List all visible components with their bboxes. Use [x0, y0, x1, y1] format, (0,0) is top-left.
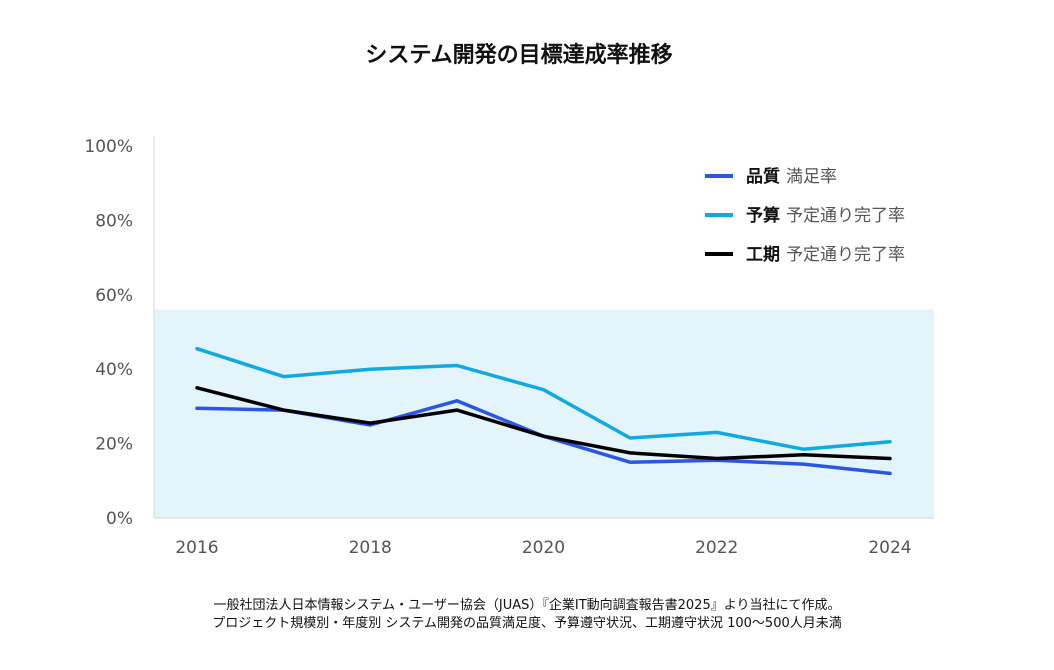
x-tick-label: 2018 — [349, 538, 392, 558]
x-tick-label: 2024 — [868, 538, 911, 558]
source-line-1: 一般社団法人日本情報システム・ユーザー協会（JUAS）『企業IT動向調査報告書2… — [213, 598, 841, 613]
x-tick-label: 2020 — [522, 538, 565, 558]
legend-label: 品質 満足率 — [746, 166, 837, 187]
y-tick-labels: 0% 20% 40% 60% 80% 100% — [84, 137, 133, 529]
y-tick-label: 20% — [95, 435, 133, 455]
chart-title: システム開発の目標達成率推移 — [365, 42, 672, 68]
y-tick-label: 0% — [106, 509, 133, 529]
x-tick-labels: 2016 2018 2020 2022 2024 — [175, 538, 911, 558]
line-chart: システム開発の目標達成率推移 0%20%40%60%80%100% 2016 20… — [84, 42, 934, 558]
y-tick-label: 100% — [84, 137, 133, 157]
shaded-band — [154, 309, 934, 518]
y-tick-label: 60% — [95, 286, 133, 306]
x-tick-label: 2022 — [695, 538, 738, 558]
series-lines — [195, 346, 892, 476]
legend-label: 工期 予定通り完了率 — [746, 245, 905, 265]
x-tick-label: 2016 — [175, 538, 218, 558]
series-line — [195, 346, 892, 451]
source-line-2: プロジェクト規模別・年度別 システム開発の品質満足度、予算遵守状況、工期遵守状況… — [212, 616, 842, 631]
series-line — [195, 386, 892, 461]
y-tick-label: 80% — [95, 211, 133, 231]
source-note: 一般社団法人日本情報システム・ユーザー協会（JUAS）『企業IT動向調査報告書2… — [0, 597, 1054, 633]
y-tick-label: 40% — [95, 360, 133, 380]
legend-label: 予算 予定通り完了率 — [746, 205, 905, 226]
